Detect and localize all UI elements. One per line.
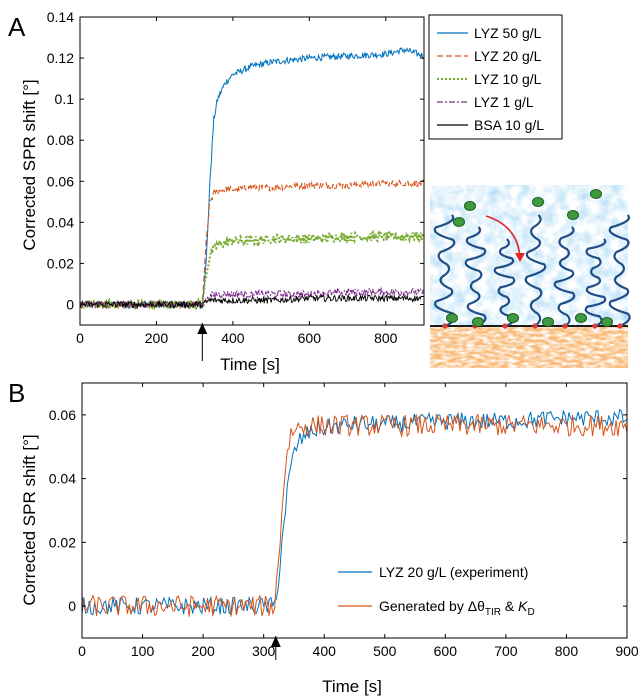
chain-anchor [617,323,623,329]
protein-particle [446,313,458,323]
protein-particle [453,217,465,227]
x-tick-label: 200 [145,330,169,346]
protein-particle [575,313,587,323]
x-tick-label: 400 [313,643,337,659]
y-tick-label: 0.04 [49,471,76,487]
legend-label: LYZ 20 g/L (experiment) [379,564,528,580]
binding-arrow [485,215,521,259]
y-tick-label: 0.02 [47,255,74,271]
x-tick-label: 200 [191,643,215,659]
x-tick-label: 500 [373,643,397,659]
x-tick-label: 800 [555,643,579,659]
legend-label: BSA 10 g/L [474,117,544,133]
y-tick-label: 0.12 [47,50,74,66]
panel-a-legend: LYZ 50 g/L LYZ 20 g/L LYZ 10 g/L LYZ 1 g/L B… [428,14,563,140]
x-tick-label: 900 [615,643,639,659]
polymer-chain [584,238,607,328]
protein-particle [532,197,544,207]
brush-schematic-illustration [430,185,631,368]
x-tick-label: 300 [252,643,276,659]
chain-anchor [562,323,568,329]
polymer-chain [553,226,576,327]
y-tick-label: 0 [68,598,76,614]
injection-arrowhead [270,636,281,647]
panel-a-plot: 0 200 400 600 800 0 0.02 0.04 0.06 0.08 0.1 0.12 0.1… [47,9,425,361]
x-tick-label: 100 [131,643,155,659]
chain-anchor [502,323,508,329]
x-tick-label: 0 [76,330,84,346]
panel-a-y-axis-label: Corrected SPR shift [°] [20,79,39,250]
panel-label-a: A [8,12,26,42]
x-tick-label: 800 [374,330,398,346]
polymer-chain [464,226,487,328]
x-tick-label: 0 [78,643,86,659]
panel-b-y-axis-label: Corrected SPR shift [°] [20,434,39,605]
y-tick-label: 0.14 [47,9,74,25]
plot-frame [81,382,628,639]
panel-b-plot: 0 100 200 300 400 500 600 700 800 900 0 0.02 0.04 0.0… [49,382,639,660]
polymer-chain [493,238,516,328]
legend-label: LYZ 20 g/L [474,48,542,64]
x-tick-label: 400 [221,330,245,346]
y-tick-label: 0.06 [49,407,76,423]
y-tick-label: 0.08 [47,132,74,148]
chain-anchor [592,323,598,329]
series-line-1 [82,408,627,616]
legend-label: LYZ 10 g/L [474,71,542,87]
panel-a-x-axis-label: Time [s] [220,355,280,374]
x-tick-label: 600 [298,330,322,346]
y-tick-label: 0 [66,296,74,312]
series-line-1 [80,46,424,310]
legend-label: LYZ 50 g/L [474,25,542,41]
protein-particle [507,313,519,323]
legend-label: LYZ 1 g/L [474,94,534,110]
chain-anchor [442,323,448,329]
injection-arrowhead [197,323,208,334]
legend-label: Generated by ΔθTIR & KD [379,598,535,618]
series-line-2 [80,178,424,310]
panel-label-b: B [8,378,25,408]
protein-particle [472,317,484,327]
y-tick-label: 0.1 [55,91,75,107]
series-line-5 [80,293,424,310]
x-tick-label: 700 [494,643,518,659]
chain-anchor [532,323,538,329]
protein-particle [567,210,579,220]
plot-frame [79,16,425,326]
protein-particle [464,201,476,211]
protein-particle [590,189,602,199]
series-line-2 [82,413,627,617]
polymer-chain [608,214,631,327]
protein-particle [601,317,613,327]
binding-arrowhead [515,253,525,262]
y-tick-label: 0.04 [47,214,74,230]
y-tick-label: 0.02 [49,534,76,550]
series-line-3 [80,229,424,312]
panel-b-legend: LYZ 20 g/L (experiment) Generated by ΔθTI… [338,564,535,618]
x-tick-label: 600 [434,643,458,659]
y-tick-label: 0.06 [47,173,74,189]
polymer-chain [433,214,457,328]
protein-particle [542,317,554,327]
polymer-chain [524,214,547,327]
panel-b-x-axis-label: Time [s] [322,677,382,696]
